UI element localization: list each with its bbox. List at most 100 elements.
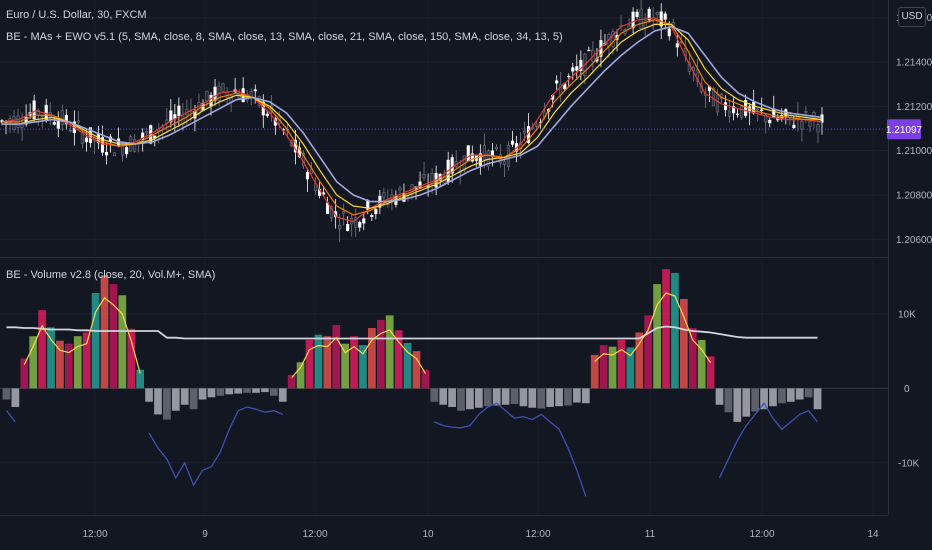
candle-body (752, 101, 756, 114)
volume-bar (528, 388, 537, 408)
candle-body (24, 116, 28, 125)
candle-body (740, 106, 744, 118)
volume-indicator-title[interactable]: BE - Volume v2.8 (close, 20, Vol.M+, SMA… (6, 269, 216, 281)
candle-body (338, 225, 342, 230)
volume-bar (573, 388, 581, 403)
candle-body (84, 137, 88, 143)
moving-average-lines (1, 17, 823, 223)
candle-body (756, 108, 760, 111)
candle-body (494, 146, 498, 150)
volume-bar (341, 343, 350, 389)
time-tick-label: 12:00 (302, 529, 327, 540)
candle-body (760, 109, 764, 112)
volume-bar (483, 388, 492, 407)
candle-body (342, 210, 346, 214)
volume-bar (234, 388, 243, 394)
candle-body (655, 12, 659, 16)
candle-body (567, 75, 571, 78)
candle-body (265, 113, 269, 116)
volume-negative-line (148, 406, 284, 487)
candle-body (346, 223, 350, 231)
candle-body (555, 80, 559, 84)
volume-bar (314, 334, 323, 389)
candle-body (820, 114, 824, 123)
volume-bar (118, 295, 127, 389)
candle-body (76, 120, 80, 123)
volume-bar (38, 310, 46, 389)
ma-line-2 (2, 19, 822, 216)
volume-bar (492, 388, 501, 406)
candle-body (579, 59, 583, 71)
candle-body (382, 192, 386, 198)
candle-body (808, 120, 812, 127)
volume-bar (617, 339, 626, 389)
volume-bar (760, 388, 768, 410)
candle-body (104, 151, 109, 156)
volume-bar (11, 388, 20, 407)
candle-body (647, 8, 651, 21)
candle-body (675, 43, 679, 48)
volume-bar (163, 388, 171, 420)
candle-body (571, 67, 575, 72)
volume-bar (189, 388, 198, 410)
candle-body (800, 120, 804, 130)
volume-bar (305, 339, 314, 389)
candle-body (213, 86, 217, 101)
volume-bar (510, 388, 519, 405)
candle-body (422, 174, 426, 179)
volume-bar (439, 388, 448, 405)
ma-line-1 (1, 17, 823, 223)
time-axis[interactable]: 12:00 9 12:00 10 12:00 11 12:00 14 (82, 529, 879, 540)
volume-bar (394, 330, 403, 389)
candle-body (631, 11, 635, 29)
volume-bar (412, 351, 421, 389)
candle-body (133, 139, 137, 152)
ma-line-3 (2, 23, 823, 209)
volume-bar (252, 388, 260, 393)
volume-axis[interactable]: 10K 0 -10K (898, 309, 919, 469)
candle-body (293, 139, 297, 153)
volume-bar (207, 388, 216, 398)
candle-body (205, 90, 209, 102)
candle-body (12, 116, 16, 130)
volume-bar (662, 269, 670, 389)
volume-bar (261, 388, 269, 393)
candle-body (715, 94, 720, 113)
candle-body (64, 114, 68, 125)
volume-tick-label: 0 (904, 384, 910, 395)
currency-button[interactable]: USD (898, 7, 926, 27)
volume-bar (47, 327, 55, 389)
candle-body (374, 208, 378, 215)
time-tick-label: 12:00 (749, 529, 774, 540)
candle-body (659, 11, 663, 27)
volume-bar (501, 388, 510, 405)
volume-bar (368, 328, 376, 389)
volume-bar (519, 388, 528, 407)
time-tick-label: 11 (645, 529, 656, 540)
volume-bar (671, 272, 679, 389)
grid-lines (0, 0, 889, 516)
candle-body (56, 120, 60, 129)
candle-body (60, 110, 64, 125)
volume-bar (769, 388, 777, 407)
ma-indicator-title[interactable]: BE - MAs + EWO v5.1 (5, SMA, close, 8, S… (6, 31, 563, 43)
volume-tick-label: -10K (898, 458, 919, 469)
candle-body (736, 113, 740, 116)
volume-bar (350, 336, 358, 389)
candle-body (221, 83, 225, 92)
volume-bar (742, 388, 751, 417)
volume-bar (635, 332, 644, 389)
candle-body (711, 87, 716, 107)
candle-body (112, 152, 117, 157)
candle-body (125, 147, 129, 155)
volume-bar (430, 388, 439, 402)
candle-body (812, 112, 816, 119)
candle-body (663, 13, 667, 20)
candle-body (502, 161, 507, 165)
price-tick-label: 1.20600 (896, 235, 932, 246)
volume-bar (778, 388, 786, 404)
symbol-title: Euro / U.S. Dollar, 30, FXCM (6, 9, 147, 21)
volume-bar (786, 388, 795, 402)
volume-bar (546, 388, 555, 407)
